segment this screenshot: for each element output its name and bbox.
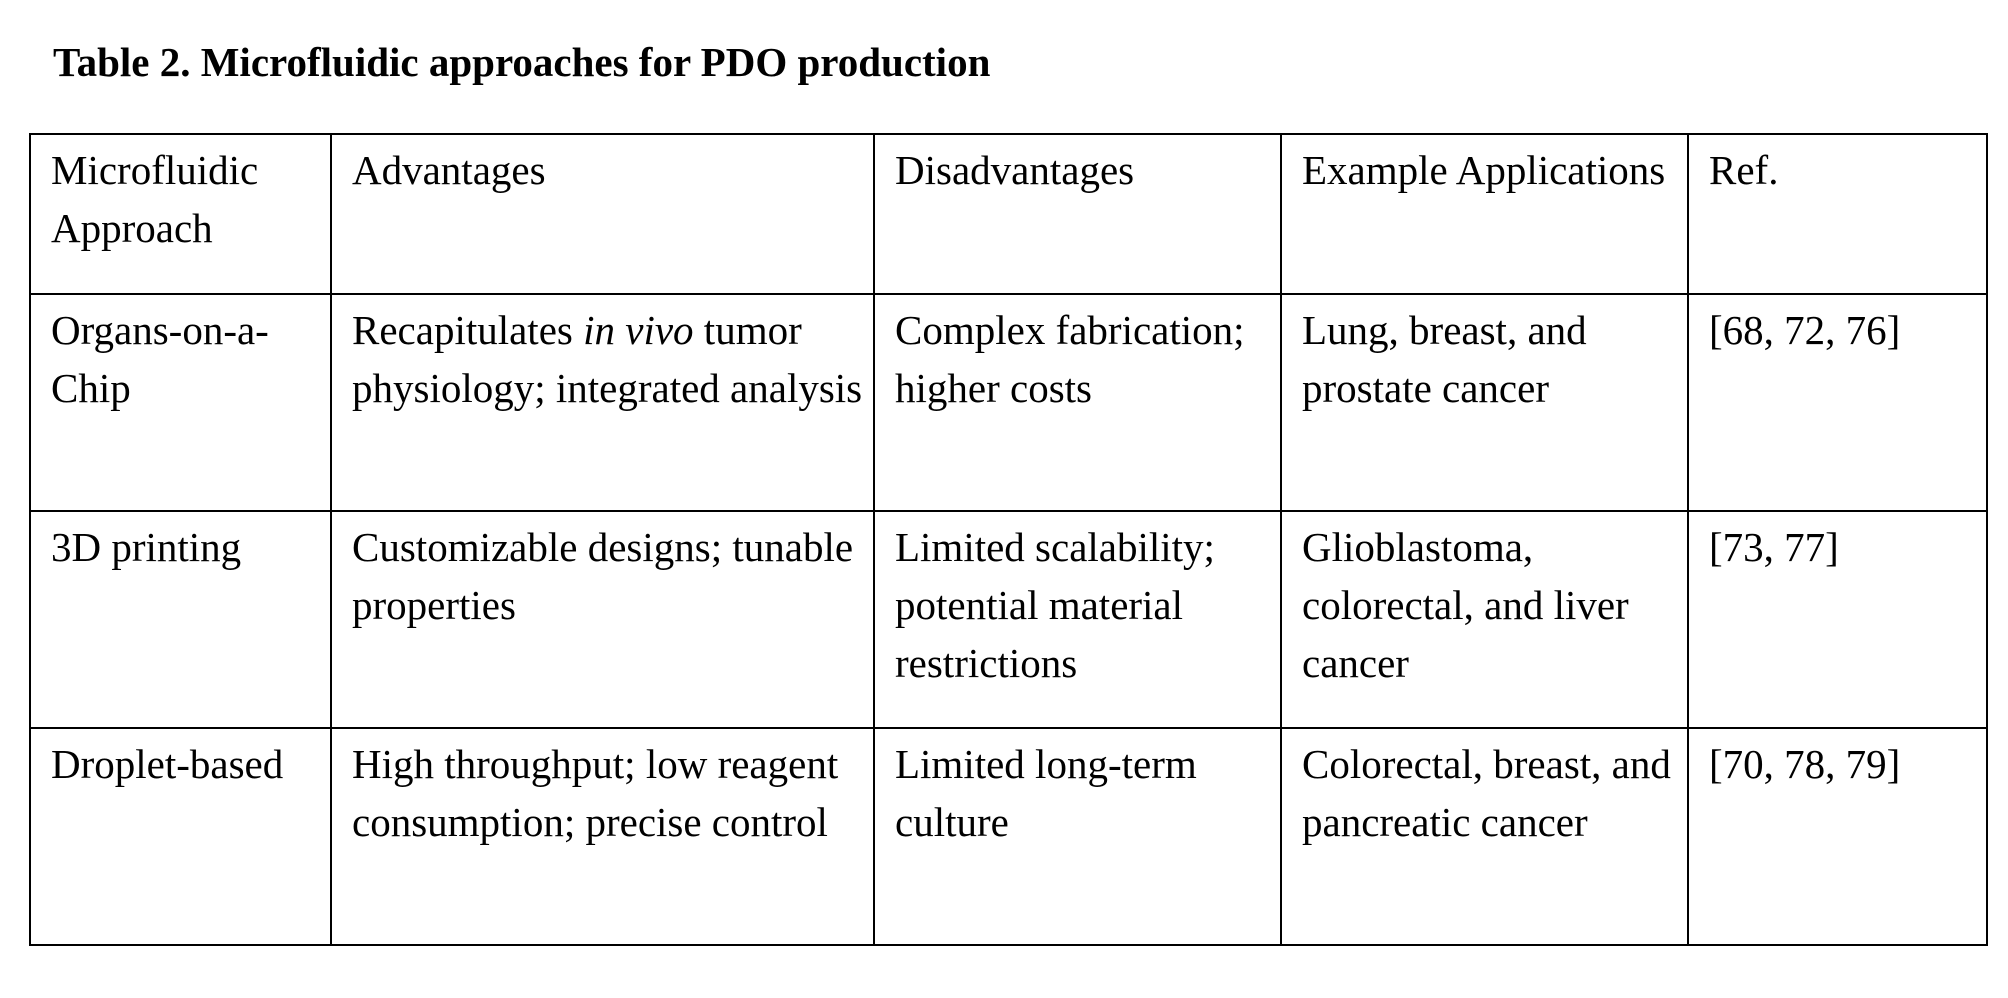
table-header-row: Microfluidic Approach Advantages Disadva… bbox=[29, 133, 1988, 295]
advantages-text: tumor physiology; integrated analysis bbox=[352, 307, 863, 411]
approach-cell: Droplet-based bbox=[29, 727, 332, 946]
approach-cell: Organs-on-a-Chip bbox=[29, 293, 332, 512]
ref-cell: [68, 72, 76] bbox=[1687, 293, 1988, 512]
advantages-text: Recapitulates bbox=[352, 307, 584, 353]
approach-cell: 3D printing bbox=[29, 510, 332, 729]
disadvantages-cell: Complex fabrication; higher costs bbox=[873, 293, 1282, 512]
header-disadvantages: Disadvantages bbox=[873, 133, 1282, 295]
applications-cell: Glioblastoma, colorectal, and liver canc… bbox=[1280, 510, 1689, 729]
applications-cell: Lung, breast, and prostate cancer bbox=[1280, 293, 1689, 512]
ref-cell: [70, 78, 79] bbox=[1687, 727, 1988, 946]
header-approach: Microfluidic Approach bbox=[29, 133, 332, 295]
advantages-cell: Customizable designs; tunable properties bbox=[330, 510, 875, 729]
disadvantages-cell: Limited long-term culture bbox=[873, 727, 1282, 946]
advantages-cell: High throughput; low reagent consumption… bbox=[330, 727, 875, 946]
table-row: 3D printing Customizable designs; tunabl… bbox=[29, 510, 1988, 729]
microfluidic-approaches-table: Microfluidic Approach Advantages Disadva… bbox=[29, 133, 1988, 946]
disadvantages-cell: Limited scalability; potential material … bbox=[873, 510, 1282, 729]
advantages-italic-text: in vivo bbox=[583, 307, 694, 353]
applications-cell: Colorectal, breast, and pancreatic cance… bbox=[1280, 727, 1689, 946]
table-caption: Table 2. Microfluidic approaches for PDO… bbox=[53, 39, 991, 85]
table-row: Droplet-based High throughput; low reage… bbox=[29, 727, 1988, 946]
header-example-applications: Example Applications bbox=[1280, 133, 1689, 295]
ref-cell: [73, 77] bbox=[1687, 510, 1988, 729]
header-ref: Ref. bbox=[1687, 133, 1988, 295]
table-row: Organs-on-a-Chip Recapitulates in vivo t… bbox=[29, 293, 1988, 512]
advantages-cell: Recapitulates in vivo tumor physiology; … bbox=[330, 293, 875, 512]
header-advantages: Advantages bbox=[330, 133, 875, 295]
